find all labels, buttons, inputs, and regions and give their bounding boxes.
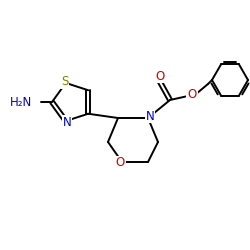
Text: S: S <box>61 76 68 88</box>
Text: O: O <box>188 88 196 102</box>
Text: H₂N: H₂N <box>10 96 32 108</box>
Text: O: O <box>156 70 164 82</box>
Text: N: N <box>146 110 154 122</box>
Text: O: O <box>116 156 124 170</box>
Text: N: N <box>62 116 71 128</box>
